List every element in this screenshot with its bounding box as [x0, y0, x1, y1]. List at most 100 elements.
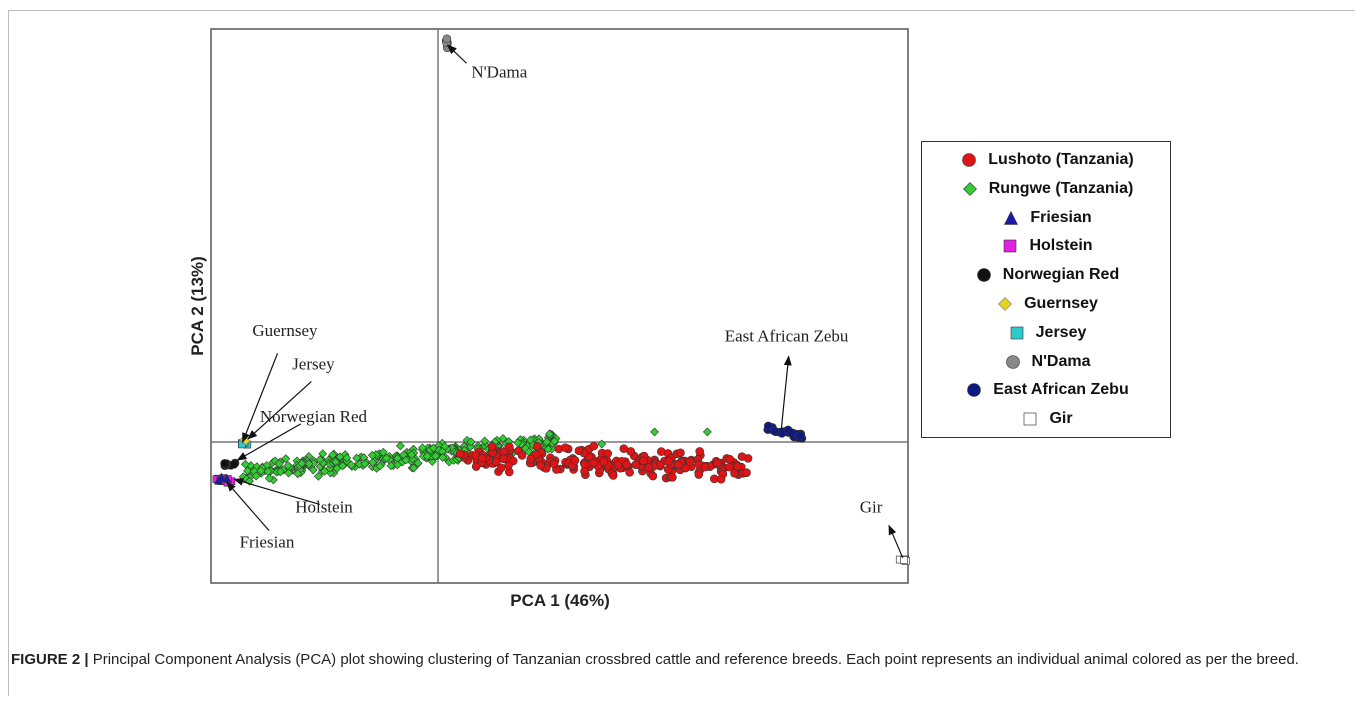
- legend-marker: [962, 153, 977, 167]
- data-point: [367, 450, 377, 460]
- data-point: [297, 459, 307, 468]
- legend-label: Rungwe (Tanzania): [988, 179, 1134, 197]
- data-point: [770, 426, 779, 436]
- data-point: [716, 474, 726, 484]
- data-point: [455, 449, 465, 459]
- annotation-n-dama: N'Dama: [446, 44, 528, 81]
- data-point: [293, 469, 303, 479]
- data-point: [315, 455, 325, 465]
- data-point: [900, 556, 908, 564]
- data-point: [281, 454, 291, 464]
- data-point: [407, 450, 417, 460]
- legend-label: N'Dama: [1031, 352, 1091, 370]
- annotation-arrow: [233, 477, 320, 506]
- legend-label: East African Zebu: [993, 381, 1129, 399]
- data-point: [313, 471, 323, 481]
- data-point: [644, 463, 653, 472]
- data-point: [438, 453, 448, 462]
- data-point: [648, 471, 658, 481]
- data-point: [526, 454, 536, 464]
- data-point: [650, 427, 659, 437]
- data-point: [401, 455, 411, 465]
- data-point: [525, 435, 535, 445]
- data-point: [275, 467, 285, 477]
- data-point: [480, 436, 490, 446]
- data-point: [256, 466, 266, 476]
- annotation-label: N'Dama: [471, 62, 527, 81]
- legend-swatch: [967, 383, 982, 398]
- data-point: [220, 459, 229, 468]
- data-point: [599, 457, 609, 466]
- data-point: [695, 447, 705, 456]
- annotation-label: Friesian: [240, 533, 295, 552]
- annotation-arrow: [226, 481, 270, 532]
- data-point: [589, 441, 599, 451]
- data-point: [471, 462, 481, 471]
- data-point: [589, 458, 598, 468]
- data-point: [217, 472, 227, 482]
- legend-marker: [967, 383, 982, 398]
- annotation-guernsey: Guernsey: [242, 321, 318, 443]
- data-point: [342, 453, 352, 463]
- data-point: [378, 447, 388, 457]
- data-point: [608, 471, 618, 480]
- data-point: [676, 448, 685, 458]
- legend-marker: [1024, 412, 1037, 426]
- data-point: [352, 453, 362, 463]
- data-point: [725, 454, 735, 464]
- series-friesian: [213, 472, 232, 485]
- data-point: [550, 436, 559, 446]
- data-point: [725, 462, 734, 472]
- data-point: [574, 446, 584, 456]
- data-point: [270, 456, 280, 466]
- data-point: [408, 454, 417, 464]
- annotation-label: Gir: [860, 497, 883, 516]
- data-point: [395, 441, 405, 451]
- legend-label: Gir: [1049, 410, 1073, 428]
- data-point: [657, 447, 666, 456]
- legend-label: Jersey: [1035, 323, 1087, 341]
- data-point: [368, 458, 378, 467]
- data-point: [639, 456, 648, 466]
- data-point: [318, 449, 328, 459]
- data-point: [560, 443, 570, 452]
- reference-lines: [211, 29, 908, 583]
- data-point: [386, 461, 396, 471]
- data-point: [763, 421, 773, 431]
- data-point: [619, 444, 629, 453]
- annotation-friesian: Friesian: [226, 481, 295, 552]
- data-point: [570, 455, 580, 465]
- annotation-label: East African Zebu: [725, 326, 849, 345]
- annotation-norwegian-red: Norwegian Red: [236, 407, 368, 461]
- data-point: [694, 470, 704, 479]
- legend-swatch: [976, 268, 991, 282]
- data-points: [212, 34, 910, 565]
- legend-marker: [1010, 326, 1023, 340]
- series-lushoto-tanzania: [455, 441, 753, 484]
- data-point: [335, 452, 345, 462]
- data-point: [320, 466, 330, 476]
- legend-label: Friesian: [1030, 208, 1092, 226]
- data-point: [466, 437, 476, 447]
- annotations: N'Dama Guernsey Jersey Norwegian Red Holstei…: [226, 44, 904, 559]
- legend-swatch: [962, 153, 977, 167]
- data-point: [597, 439, 607, 449]
- annotation-label: Norwegian Red: [260, 407, 368, 426]
- legend-item-rungwe-tanzania: Rungwe (Tanzania): [922, 176, 1172, 202]
- data-point: [375, 461, 385, 471]
- legend-item-norwegian-red: Norwegian Red: [922, 262, 1172, 288]
- data-point: [229, 460, 239, 469]
- data-point: [409, 463, 419, 473]
- data-point: [787, 428, 797, 438]
- data-point: [431, 451, 440, 461]
- legend-item-lushoto-tanzania: Lushoto (Tanzania): [922, 147, 1172, 173]
- legend-marker: [962, 181, 977, 196]
- data-point: [543, 444, 553, 454]
- legend-item-friesian: Friesian: [922, 205, 1172, 231]
- legend-item-gir: Gir: [922, 406, 1172, 432]
- legend-item-n-dama: N'Dama: [922, 349, 1172, 375]
- legend-swatch: [1004, 210, 1019, 225]
- legend-swatch: [1005, 354, 1020, 369]
- data-point: [338, 461, 347, 471]
